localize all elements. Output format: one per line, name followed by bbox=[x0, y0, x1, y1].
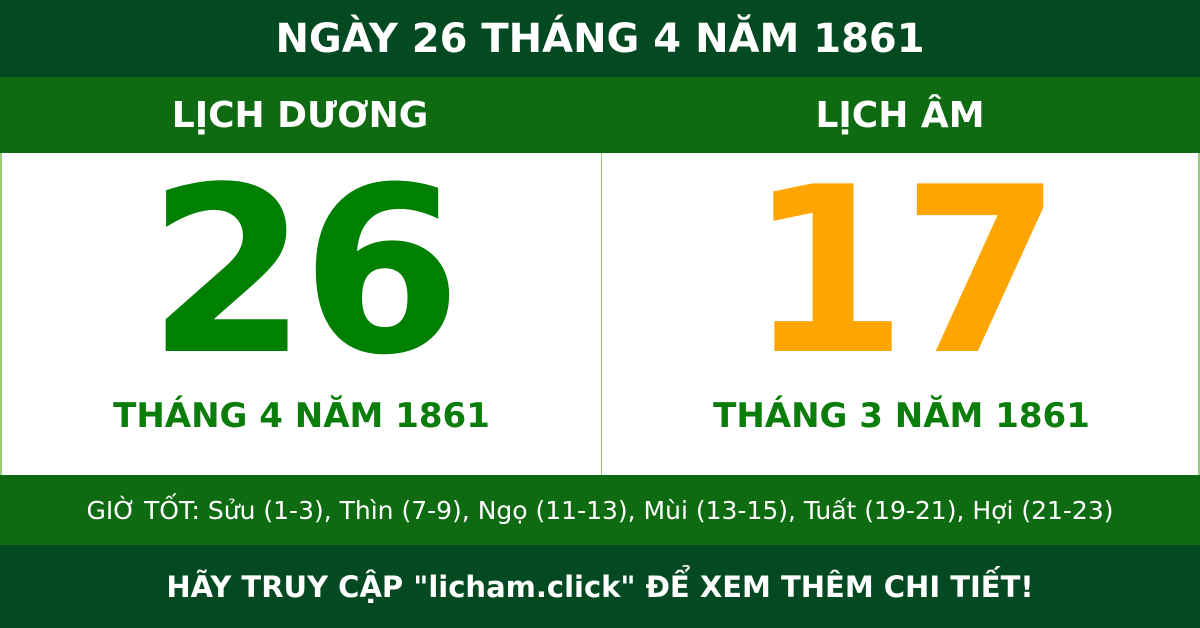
column-divider bbox=[601, 153, 602, 475]
page-title: NGÀY 26 THÁNG 4 NĂM 1861 bbox=[0, 0, 1200, 77]
lunar-label: LỊCH ÂM bbox=[815, 94, 985, 136]
solar-month-year: THÁNG 4 NĂM 1861 bbox=[113, 396, 490, 436]
footer-cta: HÃY TRUY CẬP "licham.click" ĐỂ XEM THÊM … bbox=[0, 545, 1200, 628]
solar-column: 26 THÁNG 4 NĂM 1861 bbox=[2, 153, 601, 475]
lunar-day: 17 bbox=[747, 139, 1061, 406]
solar-label: LỊCH DƯƠNG bbox=[171, 94, 429, 136]
calendar-body: 26 THÁNG 4 NĂM 1861 17 THÁNG 3 NĂM 1861 bbox=[0, 153, 1200, 475]
lunar-column: 17 THÁNG 3 NĂM 1861 bbox=[602, 153, 1200, 475]
solar-day: 26 bbox=[147, 139, 461, 406]
good-hours: GIỜ TỐT: Sửu (1-3), Thìn (7-9), Ngọ (11-… bbox=[0, 475, 1200, 545]
calendar-header: LỊCH DƯƠNG LỊCH ÂM bbox=[0, 77, 1200, 153]
lunar-month-year: THÁNG 3 NĂM 1861 bbox=[713, 396, 1090, 436]
